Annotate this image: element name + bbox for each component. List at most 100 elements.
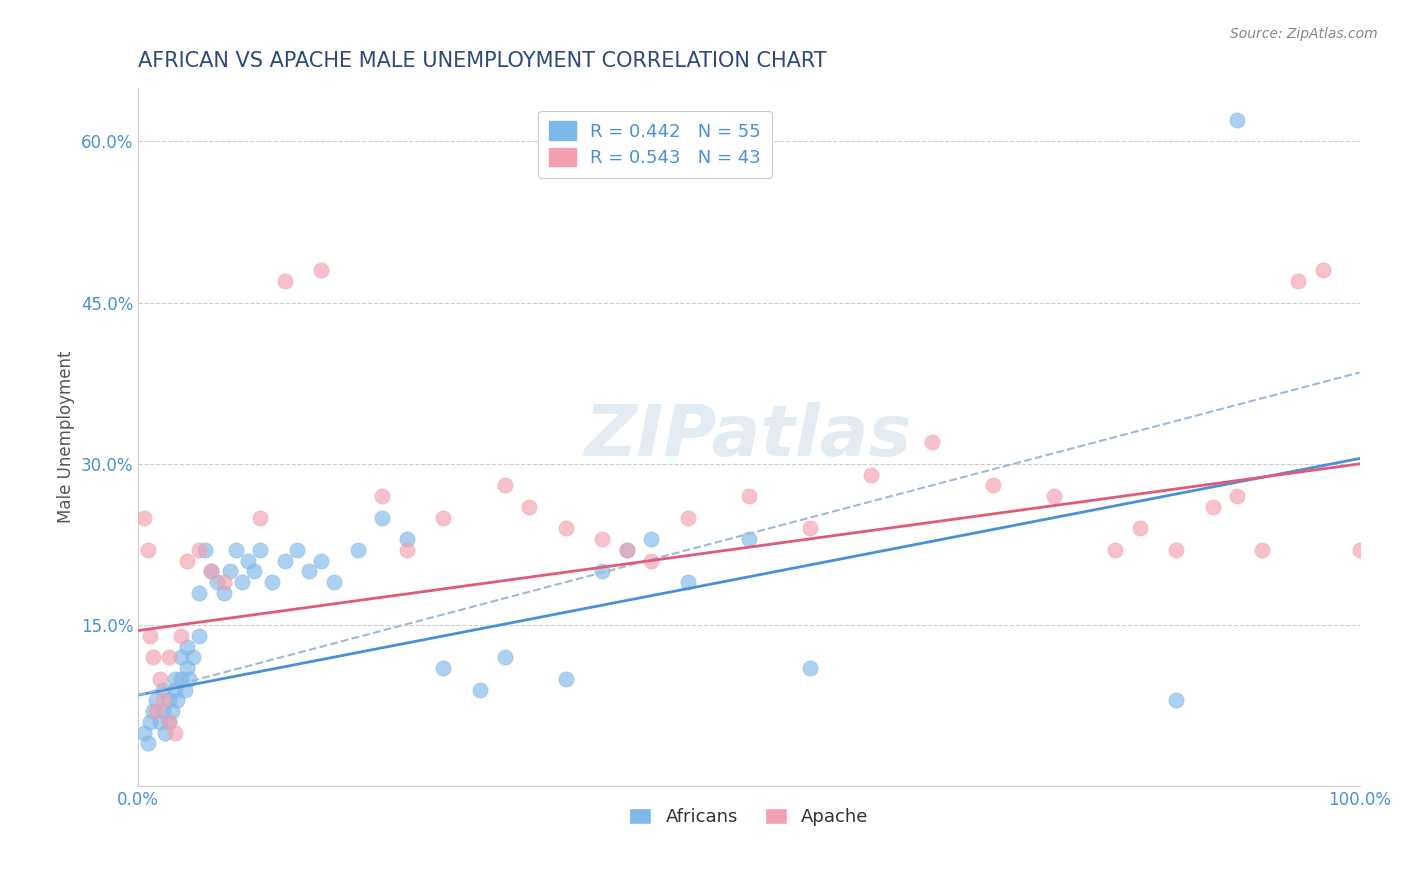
Africans: [1166, 693, 1188, 707]
Apache: [1286, 274, 1309, 288]
Africans: [188, 586, 211, 600]
Africans: [554, 672, 576, 686]
Africans: [432, 661, 454, 675]
Africans: [176, 640, 198, 654]
Africans: [170, 672, 193, 686]
Apache: [157, 714, 180, 729]
Apache: [142, 650, 165, 665]
Africans: [347, 542, 370, 557]
Apache: [170, 629, 193, 643]
Y-axis label: Male Unemployment: Male Unemployment: [58, 351, 75, 524]
Apache: [676, 510, 699, 524]
Apache: [921, 435, 943, 450]
Apache: [1226, 489, 1249, 503]
Apache: [152, 693, 174, 707]
Apache: [395, 542, 418, 557]
Africans: [285, 542, 308, 557]
Apache: [799, 521, 821, 535]
Africans: [152, 682, 174, 697]
Africans: [395, 532, 418, 546]
Africans: [262, 575, 284, 590]
Text: ZIPatlas: ZIPatlas: [585, 402, 912, 472]
Apache: [212, 575, 235, 590]
Africans: [200, 565, 222, 579]
Africans: [145, 693, 167, 707]
Africans: [139, 714, 162, 729]
Africans: [249, 542, 271, 557]
Apache: [311, 263, 333, 277]
Apache: [1202, 500, 1225, 514]
Africans: [163, 682, 186, 697]
Africans: [166, 693, 188, 707]
Africans: [676, 575, 699, 590]
Africans: [298, 565, 321, 579]
Africans: [173, 682, 195, 697]
Africans: [163, 672, 186, 686]
Africans: [136, 736, 159, 750]
Apache: [1043, 489, 1066, 503]
Africans: [212, 586, 235, 600]
Africans: [153, 725, 176, 739]
Apache: [371, 489, 394, 503]
Apache: [738, 489, 761, 503]
Africans: [207, 575, 229, 590]
Apache: [981, 478, 1004, 492]
Africans: [1226, 112, 1249, 127]
Africans: [236, 554, 259, 568]
Apache: [494, 478, 516, 492]
Apache: [1250, 542, 1272, 557]
Apache: [554, 521, 576, 535]
Africans: [157, 693, 180, 707]
Africans: [231, 575, 253, 590]
Apache: [145, 704, 167, 718]
Africans: [157, 714, 180, 729]
Africans: [179, 672, 201, 686]
Africans: [162, 704, 184, 718]
Africans: [194, 542, 217, 557]
Apache: [517, 500, 540, 514]
Apache: [1129, 521, 1152, 535]
Apache: [432, 510, 454, 524]
Apache: [157, 650, 180, 665]
Apache: [136, 542, 159, 557]
Text: AFRICAN VS APACHE MALE UNEMPLOYMENT CORRELATION CHART: AFRICAN VS APACHE MALE UNEMPLOYMENT CORR…: [138, 51, 827, 70]
Apache: [149, 672, 172, 686]
Apache: [640, 554, 662, 568]
Africans: [311, 554, 333, 568]
Africans: [640, 532, 662, 546]
Apache: [616, 542, 638, 557]
Apache: [249, 510, 271, 524]
Africans: [799, 661, 821, 675]
Africans: [149, 714, 172, 729]
Africans: [176, 661, 198, 675]
Africans: [322, 575, 344, 590]
Africans: [225, 542, 247, 557]
Africans: [152, 704, 174, 718]
Apache: [134, 510, 156, 524]
Africans: [142, 704, 165, 718]
Apache: [139, 629, 162, 643]
Africans: [371, 510, 394, 524]
Africans: [494, 650, 516, 665]
Africans: [134, 725, 156, 739]
Apache: [188, 542, 211, 557]
Apache: [1312, 263, 1334, 277]
Africans: [181, 650, 204, 665]
Africans: [591, 565, 613, 579]
Apache: [859, 467, 882, 482]
Africans: [218, 565, 240, 579]
Legend: Africans, Apache: Africans, Apache: [621, 801, 876, 833]
Africans: [738, 532, 761, 546]
Apache: [163, 725, 186, 739]
Africans: [243, 565, 266, 579]
Africans: [273, 554, 295, 568]
Africans: [170, 650, 193, 665]
Africans: [616, 542, 638, 557]
Text: Source: ZipAtlas.com: Source: ZipAtlas.com: [1230, 27, 1378, 41]
Africans: [188, 629, 211, 643]
Apache: [1104, 542, 1126, 557]
Apache: [591, 532, 613, 546]
Apache: [176, 554, 198, 568]
Apache: [200, 565, 222, 579]
Apache: [273, 274, 295, 288]
